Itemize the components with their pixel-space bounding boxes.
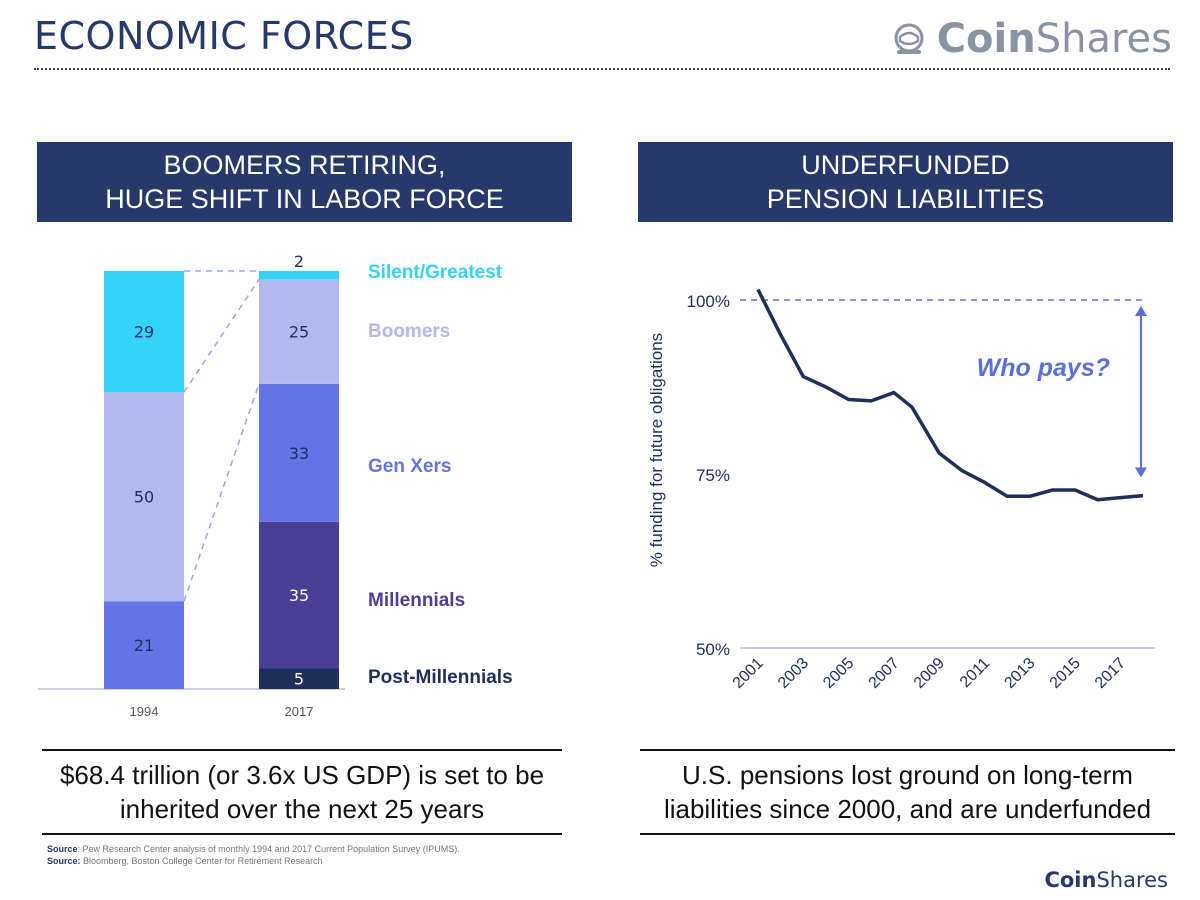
- x-tick-label: 2017: [285, 704, 314, 719]
- right-heading-line1: UNDERFUNDED: [801, 150, 1010, 180]
- bar-gen-xers-1994: [104, 601, 184, 689]
- left-heading-line1: BOOMERS RETIRING,: [163, 150, 446, 180]
- pension-funding-line-chart: 100% 75% 50% % funding for future obligatio…: [647, 288, 1155, 692]
- bar-silent-greatest-2017: [259, 271, 339, 280]
- x-tick-label: 2003: [775, 655, 812, 692]
- left-panel-heading: BOOMERS RETIRING, HUGE SHIFT IN LABOR FO…: [37, 142, 572, 222]
- right-heading-line2: PENSION LIABILITIES: [766, 184, 1045, 214]
- left-caption-line2: inherited over the next 25 years: [119, 794, 485, 824]
- bar-gen-xers-2017: [259, 383, 339, 522]
- footer-logo-light: Shares: [1096, 868, 1168, 892]
- data-label: 33: [289, 444, 309, 463]
- footer-logo-bold: Coin: [1044, 868, 1097, 892]
- source-text-2: Bloomberg, Boston College Center for Ret…: [80, 856, 323, 866]
- legend-millennials: Millennials: [368, 590, 465, 611]
- left-caption-line1: $68.4 trillion (or 3.6x US GDP) is set t…: [59, 760, 545, 790]
- x-tick-label: 2005: [820, 655, 857, 692]
- source-line-2: Source: Bloomberg, Boston College Center…: [47, 855, 460, 867]
- gap-arrow-head-bottom: [1135, 467, 1147, 478]
- x-tick-label: 1994: [130, 704, 159, 719]
- x-tick-label: 2013: [1001, 655, 1038, 692]
- y-tick-label: 50%: [696, 640, 730, 659]
- sources: Source: Pew Research Center analysis of …: [47, 843, 460, 867]
- y-axis-label: % funding for future obligations: [647, 333, 666, 567]
- gap-arrow-head-top: [1135, 306, 1147, 316]
- source-label-1: Source: [47, 844, 78, 854]
- logo-text-light: Shares: [1035, 16, 1172, 62]
- astronaut-helmet-icon: [894, 23, 924, 54]
- right-caption-line2: liabilities since 2000, and are underfun…: [663, 794, 1152, 824]
- legend-gen-xers: Gen Xers: [368, 456, 451, 477]
- bar-post-millennials-2017: [259, 668, 339, 689]
- source-text-1: : Pew Research Center analysis of monthl…: [77, 844, 460, 854]
- source-label-2: Source:: [47, 856, 81, 866]
- bar-boomers-2017: [259, 279, 339, 384]
- x-tick-label: 2017: [1092, 655, 1129, 692]
- connector-boomers-bottom: [183, 383, 260, 602]
- logo-text-bold: Coin: [936, 16, 1036, 62]
- connector-boomers-top: [183, 278, 260, 393]
- right-caption-line1: U.S. pensions lost ground on long-term: [682, 760, 1133, 790]
- right-panel-heading: UNDERFUNDED PENSION LIABILITIES: [638, 142, 1173, 222]
- data-label: 5: [294, 670, 304, 689]
- page-title: ECONOMIC FORCES: [34, 14, 414, 58]
- labor-force-bar-chart: 21 50 29 1994 5 35 33 25 2 2017 Post-Millennials Mi…: [38, 252, 513, 719]
- footer-logo: CoinShares: [1044, 868, 1168, 892]
- legend-silent-greatest: Silent/Greatest: [368, 262, 503, 283]
- left-heading-line2: HUGE SHIFT IN LABOR FORCE: [105, 184, 504, 214]
- x-tick-label: 2007: [866, 655, 903, 692]
- legend-post-millennials: Post-Millennials: [368, 667, 513, 688]
- y-tick-label: 75%: [696, 466, 730, 485]
- bar-millennials-2017: [259, 521, 339, 669]
- coinshares-logo: CoinShares: [891, 16, 1172, 62]
- data-label: 50: [134, 488, 154, 507]
- y-tick-label: 100%: [687, 292, 730, 311]
- right-caption: U.S. pensions lost ground on long-term l…: [640, 749, 1175, 835]
- data-label: 21: [134, 636, 154, 655]
- source-line-1: Source: Pew Research Center analysis of …: [47, 843, 460, 855]
- left-caption: $68.4 trillion (or 3.6x US GDP) is set t…: [42, 749, 562, 835]
- funding-line: [756, 288, 1144, 502]
- x-tick-label: 2011: [957, 655, 993, 691]
- bar-boomers-1994: [104, 392, 184, 602]
- annotation-who-pays: Who pays?: [977, 354, 1110, 382]
- legend-boomers: Boomers: [368, 321, 450, 342]
- bar-silent-greatest-1994: [104, 271, 184, 393]
- data-label: 25: [289, 323, 309, 342]
- data-label: 2: [294, 252, 304, 271]
- data-label: 29: [134, 323, 154, 342]
- data-label: 35: [289, 586, 309, 605]
- x-tick-label: 2015: [1047, 655, 1084, 692]
- x-tick-label: 2009: [911, 655, 948, 692]
- header-divider: [34, 68, 1170, 70]
- x-tick-label: 2001: [730, 655, 767, 692]
